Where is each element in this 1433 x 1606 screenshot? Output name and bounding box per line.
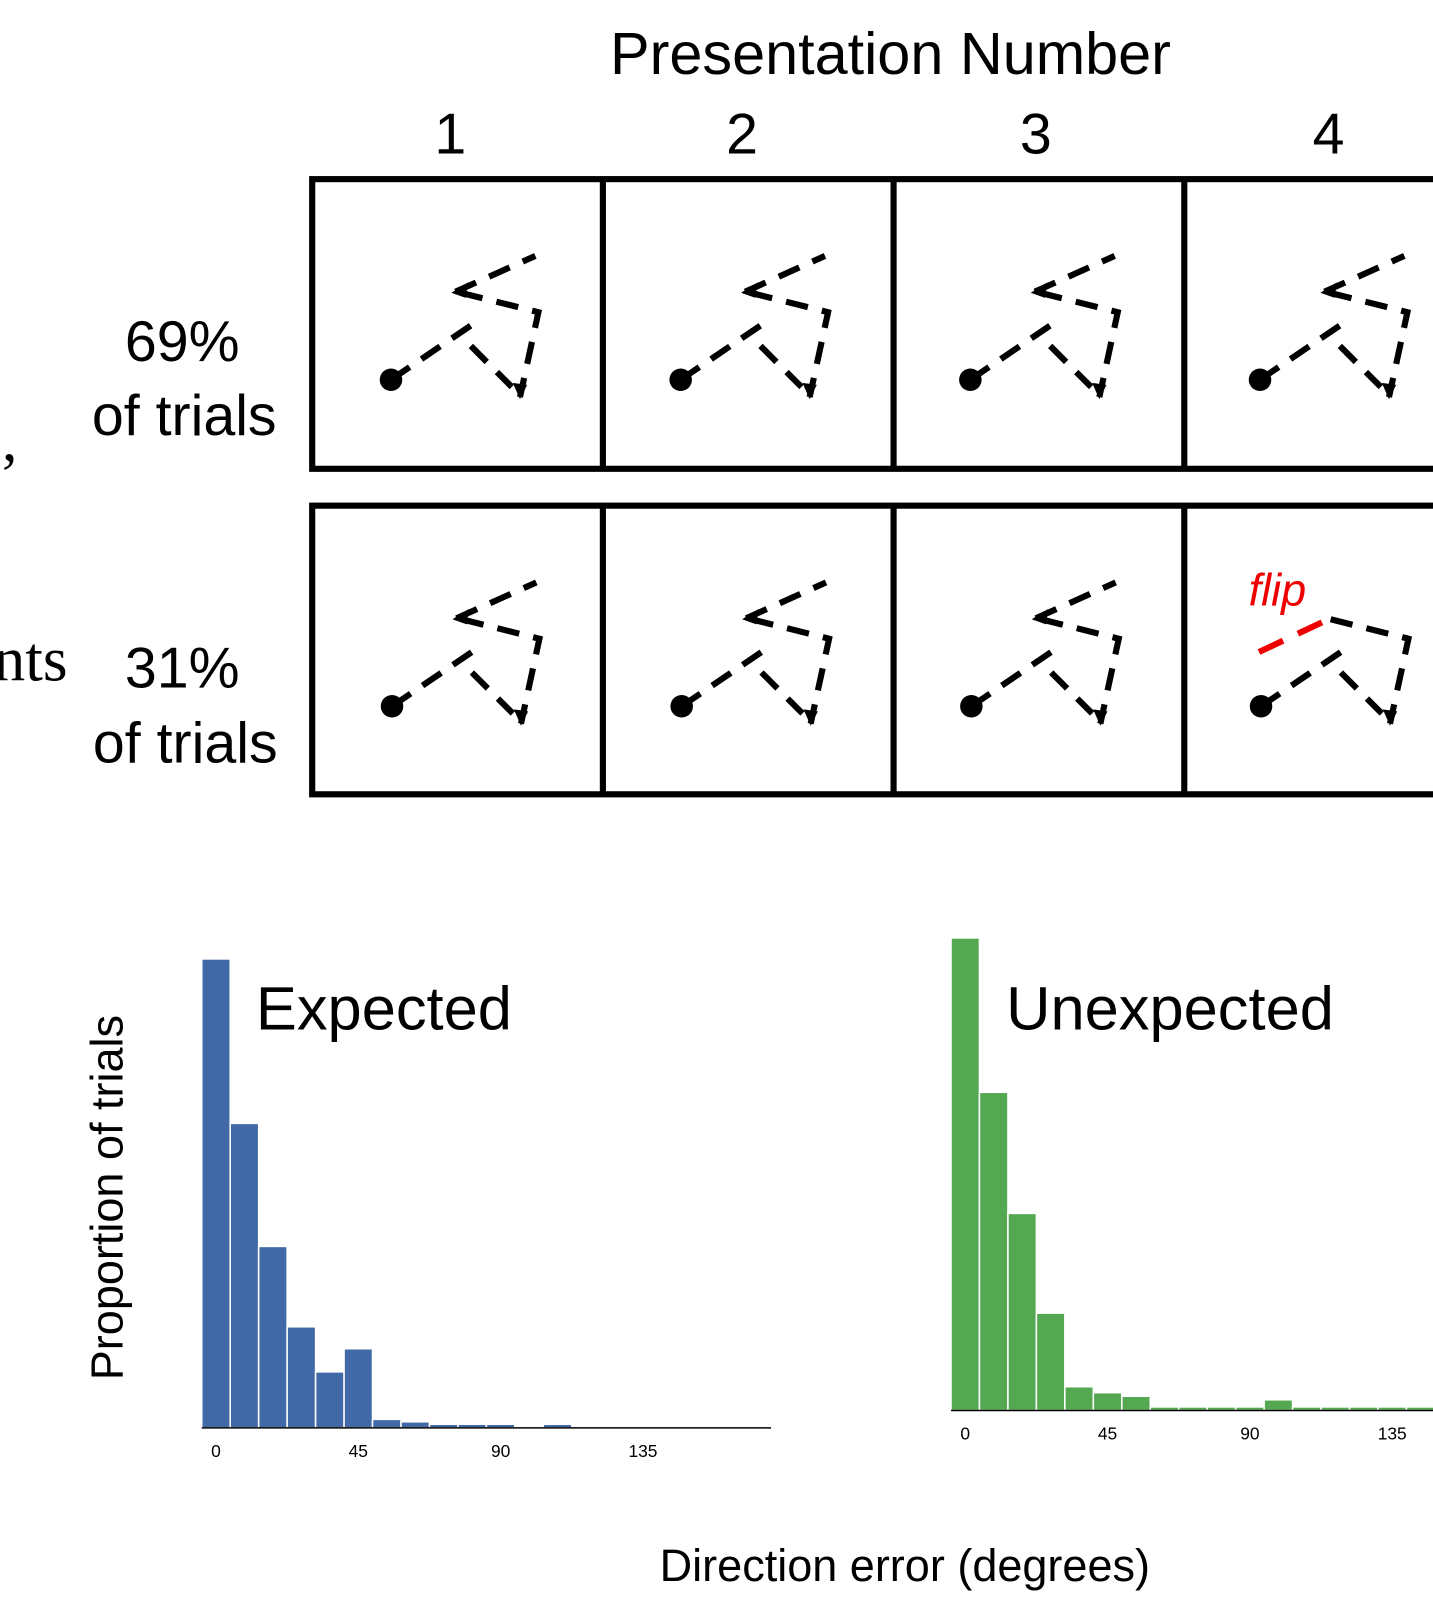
row-label: of trials (92, 384, 277, 448)
cut-text: , (2, 407, 17, 475)
column-label: 3 (1020, 102, 1052, 166)
bar (401, 1422, 429, 1428)
bar (1122, 1396, 1150, 1410)
column-label: 4 (1313, 102, 1345, 166)
x-axis-label: Direction error (degrees) (660, 1540, 1150, 1591)
bar (1036, 1313, 1064, 1410)
bar (344, 1349, 372, 1428)
bar (259, 1246, 287, 1427)
bar (202, 959, 230, 1428)
figure: Presentation Number 1 2 3 4 69% of trial… (0, 0, 1433, 1606)
bar (373, 1419, 401, 1428)
flip-label: flip (1249, 565, 1307, 616)
bar (979, 1092, 1007, 1410)
column-label: 2 (726, 102, 758, 166)
row-percent: 31% (125, 637, 240, 701)
x-tick-label: 90 (491, 1441, 510, 1461)
cut-text: nts (0, 624, 68, 695)
y-axis-label: Proportion of trials (81, 1015, 132, 1380)
bar (1093, 1393, 1121, 1411)
x-tick-label: 45 (1098, 1424, 1117, 1444)
column-label: 1 (434, 102, 466, 166)
bar (287, 1327, 315, 1428)
row-label: of trials (93, 711, 278, 775)
page: {"figure": {"title": "Presentation Numbe… (0, 0, 1433, 1606)
bar (1264, 1400, 1292, 1411)
bar (1008, 1213, 1036, 1410)
row-percent: 69% (125, 310, 240, 374)
x-tick-label: 90 (1240, 1424, 1259, 1444)
bar (316, 1372, 344, 1428)
x-tick-label: 45 (349, 1441, 368, 1461)
bar (1065, 1387, 1093, 1411)
chart-title: Unexpected (1006, 975, 1334, 1044)
figure-title: Presentation Number (610, 20, 1171, 87)
x-tick-label: 0 (960, 1424, 970, 1444)
x-tick-label: 135 (1378, 1424, 1407, 1444)
x-tick-label: 0 (211, 1441, 221, 1461)
x-tick-label: 135 (628, 1441, 657, 1461)
bar (951, 938, 979, 1411)
chart-title: Expected (256, 975, 512, 1044)
bar (230, 1123, 258, 1428)
